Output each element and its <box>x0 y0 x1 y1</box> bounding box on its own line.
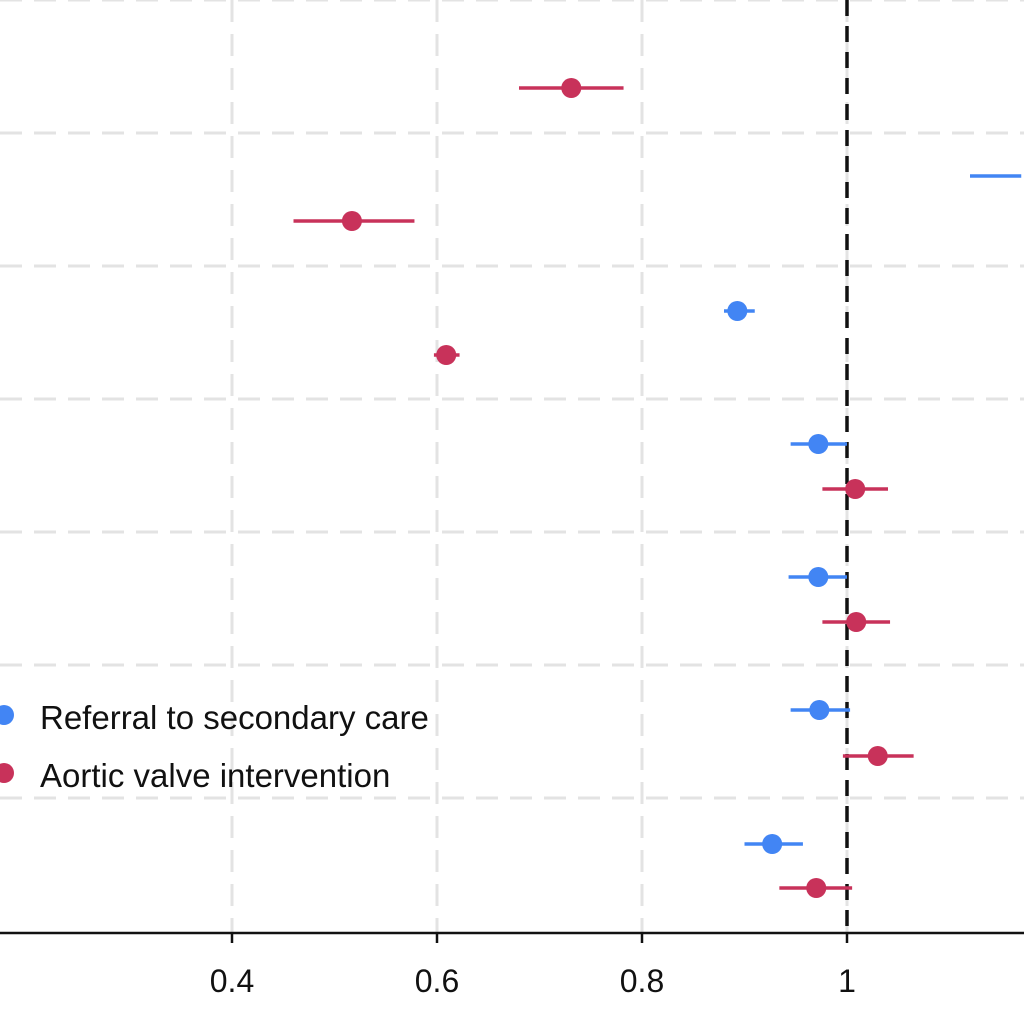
point-estimate <box>846 612 867 632</box>
point-estimate <box>436 345 457 365</box>
legend-label: Referral to secondary care <box>40 699 429 736</box>
point-estimate <box>341 211 362 231</box>
x-tick-label: 0.8 <box>620 963 664 999</box>
legend-label: Aortic valve intervention <box>40 757 390 794</box>
x-axis: 0.4 0.6 0.8 1 <box>0 931 1024 999</box>
point-estimate <box>809 700 830 720</box>
point-estimate <box>561 78 582 98</box>
point-estimate <box>867 746 888 766</box>
x-tick-label: 0.4 <box>210 963 254 999</box>
plot-marks <box>293 78 1022 898</box>
point-estimate <box>845 479 866 499</box>
legend-marker <box>0 763 14 783</box>
point-estimate <box>808 434 829 454</box>
legend: Referral to secondary care Aortic valve i… <box>0 699 429 794</box>
x-tick-label: 1 <box>838 963 856 999</box>
grid-lines <box>0 0 1024 933</box>
point-estimate <box>727 301 748 321</box>
point-estimate <box>762 834 783 854</box>
x-tick-label: 0.6 <box>415 963 459 999</box>
point-estimate <box>808 567 829 587</box>
point-estimate <box>806 878 827 898</box>
legend-marker <box>0 705 14 725</box>
